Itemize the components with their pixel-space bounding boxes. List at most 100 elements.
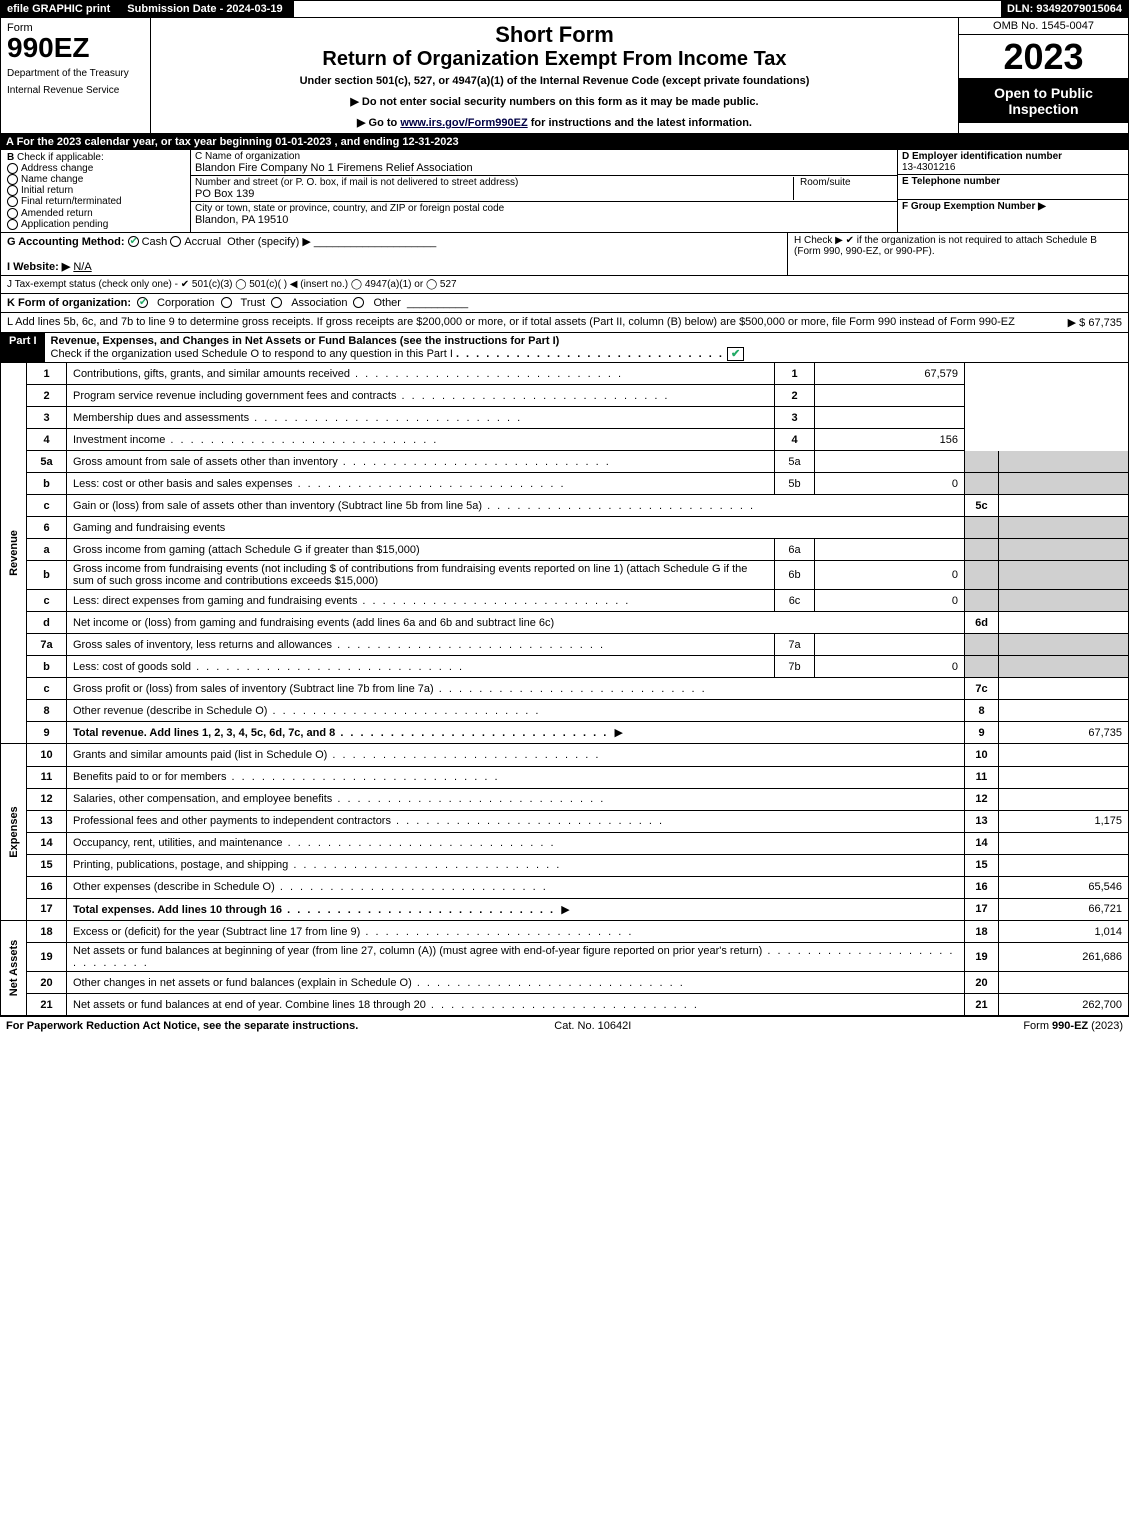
table-row: 14Occupancy, rent, utilities, and mainte… bbox=[27, 832, 1129, 854]
chk-initial[interactable] bbox=[7, 185, 18, 196]
b-check-label: Check if applicable: bbox=[17, 152, 104, 163]
table-row: 7aGross sales of inventory, less returns… bbox=[27, 634, 1129, 656]
dln: DLN: 93492079015064 bbox=[1001, 1, 1128, 17]
table-row: 13Professional fees and other payments t… bbox=[27, 810, 1129, 832]
table-row: 1Contributions, gifts, grants, and simil… bbox=[27, 363, 1129, 385]
part1-header: Part I Revenue, Expenses, and Changes in… bbox=[0, 333, 1129, 363]
row-h: H Check ▶ ✔ if the organization is not r… bbox=[788, 233, 1128, 275]
arrow-icon: ▶ bbox=[614, 727, 622, 739]
part1-check-note: Check if the organization used Schedule … bbox=[51, 348, 453, 360]
ein-value: 13-4301216 bbox=[902, 162, 955, 173]
table-row: 10Grants and similar amounts paid (list … bbox=[27, 744, 1129, 766]
chk-pending[interactable] bbox=[7, 219, 18, 230]
website-value: N/A bbox=[73, 261, 91, 273]
header-center: Short Form Return of Organization Exempt… bbox=[151, 18, 958, 133]
chk-trust[interactable] bbox=[221, 297, 232, 308]
irs-link[interactable]: www.irs.gov/Form990EZ bbox=[400, 117, 527, 129]
table-row: 12Salaries, other compensation, and empl… bbox=[27, 788, 1129, 810]
chk-address-change[interactable] bbox=[7, 163, 18, 174]
submission-date: Submission Date - 2024-03-19 bbox=[117, 1, 293, 17]
note-link: ▶ Go to www.irs.gov/Form990EZ for instru… bbox=[159, 116, 950, 129]
e-tel-label: E Telephone number bbox=[902, 176, 1000, 187]
org-street: PO Box 139 bbox=[195, 188, 787, 200]
netassets-section: Net Assets 18Excess or (deficit) for the… bbox=[0, 921, 1129, 1017]
title-short-form: Short Form bbox=[159, 22, 950, 48]
chk-amended[interactable] bbox=[7, 208, 18, 219]
opt-amended: Amended return bbox=[21, 208, 93, 219]
row-g-h: G Accounting Method: Cash Accrual Other … bbox=[0, 233, 1129, 276]
table-row: 9Total revenue. Add lines 1, 2, 3, 4, 5c… bbox=[27, 722, 1129, 744]
expenses-sidebar: Expenses bbox=[0, 744, 26, 921]
table-row: 5aGross amount from sale of assets other… bbox=[27, 451, 1129, 473]
top-bar: efile GRAPHIC print Submission Date - 20… bbox=[0, 0, 1129, 18]
part1-title: Revenue, Expenses, and Changes in Net As… bbox=[45, 333, 1128, 362]
table-row: bGross income from fundraising events (n… bbox=[27, 561, 1129, 590]
c-room-label: Room/suite bbox=[800, 177, 893, 188]
org-name: Blandon Fire Company No 1 Firemens Relie… bbox=[195, 162, 893, 174]
table-row: 17Total expenses. Add lines 10 through 1… bbox=[27, 898, 1129, 920]
expenses-section: Expenses 10Grants and similar amounts pa… bbox=[0, 744, 1129, 921]
org-city: Blandon, PA 19510 bbox=[195, 214, 893, 226]
k-corp: Corporation bbox=[157, 297, 214, 309]
chk-assoc[interactable] bbox=[271, 297, 282, 308]
opt-name: Name change bbox=[21, 174, 83, 185]
table-row: 3Membership dues and assessments3 bbox=[27, 407, 1129, 429]
section-d: D Employer identification number 13-4301… bbox=[898, 150, 1128, 232]
l-text: L Add lines 5b, 6c, and 7b to line 9 to … bbox=[7, 316, 1062, 328]
table-row: 16Other expenses (describe in Schedule O… bbox=[27, 876, 1129, 898]
table-row: 20Other changes in net assets or fund ba… bbox=[27, 972, 1129, 994]
table-row: 2Program service revenue including gover… bbox=[27, 385, 1129, 407]
chk-final[interactable] bbox=[7, 196, 18, 207]
chk-corp[interactable] bbox=[137, 297, 148, 308]
section-b: B Check if applicable: Address change Na… bbox=[1, 150, 191, 232]
table-row: 15Printing, publications, postage, and s… bbox=[27, 854, 1129, 876]
table-row: cGain or (loss) from sale of assets othe… bbox=[27, 495, 1129, 517]
b-letter: B bbox=[7, 152, 14, 163]
netassets-table: 18Excess or (deficit) for the year (Subt… bbox=[26, 921, 1129, 1017]
c-name-label: C Name of organization bbox=[195, 151, 893, 162]
irs-label: Internal Revenue Service bbox=[7, 85, 144, 96]
expenses-table: 10Grants and similar amounts paid (list … bbox=[26, 744, 1129, 921]
revenue-sidebar: Revenue bbox=[0, 363, 26, 745]
c-city-label: City or town, state or province, country… bbox=[195, 203, 893, 214]
table-row: aGross income from gaming (attach Schedu… bbox=[27, 539, 1129, 561]
i-label: I Website: ▶ bbox=[7, 261, 70, 273]
table-row: bLess: cost of goods sold7b0 bbox=[27, 656, 1129, 678]
open-to-public: Open to Public Inspection bbox=[959, 79, 1128, 123]
row-l: L Add lines 5b, 6c, and 7b to line 9 to … bbox=[0, 313, 1129, 333]
chk-cash[interactable] bbox=[128, 236, 139, 247]
revenue-table: 1Contributions, gifts, grants, and simil… bbox=[26, 363, 1129, 745]
table-row: 11Benefits paid to or for members11 bbox=[27, 766, 1129, 788]
k-other: Other bbox=[373, 297, 401, 309]
omb-number: OMB No. 1545-0047 bbox=[959, 18, 1128, 35]
f-group-label: F Group Exemption Number ▶ bbox=[902, 201, 1046, 212]
efile-label: efile GRAPHIC print bbox=[1, 1, 117, 17]
c-street-label: Number and street (or P. O. box, if mail… bbox=[195, 177, 787, 188]
note-post: for instructions and the latest informat… bbox=[528, 117, 752, 129]
opt-initial: Initial return bbox=[21, 185, 73, 196]
note-ssn: ▶ Do not enter social security numbers o… bbox=[159, 95, 950, 108]
dept-label: Department of the Treasury bbox=[7, 68, 144, 79]
chk-name-change[interactable] bbox=[7, 174, 18, 185]
row-a-period: A For the 2023 calendar year, or tax yea… bbox=[0, 134, 1129, 150]
table-row: cLess: direct expenses from gaming and f… bbox=[27, 590, 1129, 612]
g-accrual: Accrual bbox=[184, 236, 221, 248]
g-cash: Cash bbox=[142, 236, 168, 248]
k-trust: Trust bbox=[241, 297, 266, 309]
revenue-section: Revenue 1Contributions, gifts, grants, a… bbox=[0, 363, 1129, 745]
d-ein-label: D Employer identification number bbox=[902, 151, 1062, 162]
table-row: 4Investment income4156 bbox=[27, 429, 1129, 451]
row-j: J Tax-exempt status (check only one) - ✔… bbox=[0, 276, 1129, 294]
tax-year: 2023 bbox=[959, 35, 1128, 79]
table-row: 18Excess or (deficit) for the year (Subt… bbox=[27, 921, 1129, 943]
section-c: C Name of organization Blandon Fire Comp… bbox=[191, 150, 898, 232]
table-row: cGross profit or (loss) from sales of in… bbox=[27, 678, 1129, 700]
chk-other[interactable] bbox=[353, 297, 364, 308]
subtitle: Under section 501(c), 527, or 4947(a)(1)… bbox=[159, 75, 950, 87]
g-other: Other (specify) ▶ bbox=[227, 236, 311, 248]
table-row: bLess: cost or other basis and sales exp… bbox=[27, 473, 1129, 495]
footer-left: For Paperwork Reduction Act Notice, see … bbox=[6, 1020, 358, 1032]
opt-address: Address change bbox=[21, 163, 93, 174]
k-assoc: Association bbox=[291, 297, 347, 309]
chk-accrual[interactable] bbox=[170, 236, 181, 247]
